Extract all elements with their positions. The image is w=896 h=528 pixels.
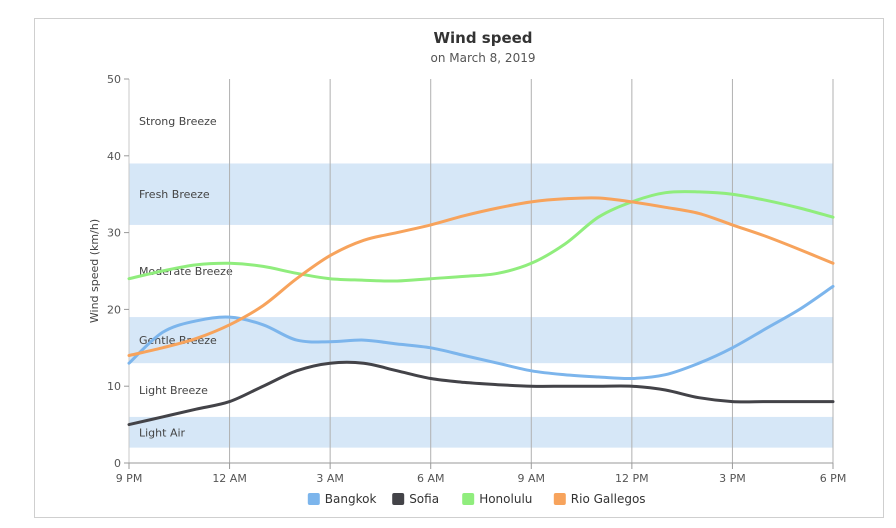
band-fresh-breeze	[129, 163, 833, 225]
band-light-air	[129, 416, 833, 448]
legend-item-bangkok[interactable]: Bangkok	[307, 492, 377, 506]
legend-label: Honolulu	[479, 492, 532, 506]
axes: 0 10 20 30 40 50 9 PM 12 AM 3 AM 6 AM 9 AM 12 PM 3 P…	[107, 73, 846, 485]
y-axis-title: Wind speed (km/h)	[88, 219, 101, 323]
legend-swatch	[462, 493, 475, 505]
legend-item-sofia[interactable]: Sofia	[392, 492, 439, 506]
x-tick-label: 3 PM	[719, 472, 746, 485]
y-tick-label: 10	[107, 380, 121, 393]
legend-swatch	[553, 493, 566, 505]
x-tick-label: 12 PM	[615, 472, 649, 485]
x-tick-label: 6 AM	[417, 472, 445, 485]
series-line-honolulu[interactable]	[127, 190, 835, 283]
x-tick-label: 12 AM	[212, 472, 247, 485]
y-tick-label: 0	[114, 457, 121, 470]
band-label-fresh-breeze: Fresh Breeze	[139, 188, 210, 201]
x-tick-label: 6 PM	[820, 472, 847, 485]
band-label-strong-breeze: Strong Breeze	[139, 115, 217, 128]
chart-subtitle: on March 8, 2019	[431, 51, 536, 65]
legend-swatch	[392, 493, 405, 505]
band-label-light-air: Light Air	[139, 426, 186, 439]
y-tick-label: 50	[107, 73, 121, 86]
grid-lines	[128, 79, 834, 463]
series-line-bangkok[interactable]	[127, 284, 835, 381]
x-tick-label: 9 PM	[116, 472, 143, 485]
series-line-sofia[interactable]	[127, 360, 835, 427]
legend-swatch	[307, 493, 320, 505]
band-gentle-breeze	[129, 317, 833, 364]
band-label-moderate-breeze: Moderate Breeze	[139, 265, 233, 278]
series-lines	[127, 190, 835, 427]
x-tick-label: 9 AM	[518, 472, 546, 485]
y-tick-label: 20	[107, 303, 121, 316]
y-tick-label: 40	[107, 150, 121, 163]
legend: Bangkok Sofia Honolulu Rio Gallegos	[307, 492, 646, 506]
series-line-rio-gallegos[interactable]	[127, 196, 835, 357]
legend-label: Bangkok	[325, 492, 377, 506]
x-tick-label: 3 AM	[316, 472, 344, 485]
y-tick-label: 30	[107, 227, 121, 240]
legend-item-rio-gallegos[interactable]: Rio Gallegos	[553, 492, 646, 506]
chart-title: Wind speed	[433, 29, 532, 47]
band-label-light-breeze: Light Breeze	[139, 384, 208, 397]
legend-label: Sofia	[409, 492, 439, 506]
legend-item-honolulu[interactable]: Honolulu	[462, 492, 532, 506]
legend-label: Rio Gallegos	[571, 492, 646, 506]
chart-frame: Light Air Light Breeze Gentle Breeze Modera…	[34, 18, 884, 518]
